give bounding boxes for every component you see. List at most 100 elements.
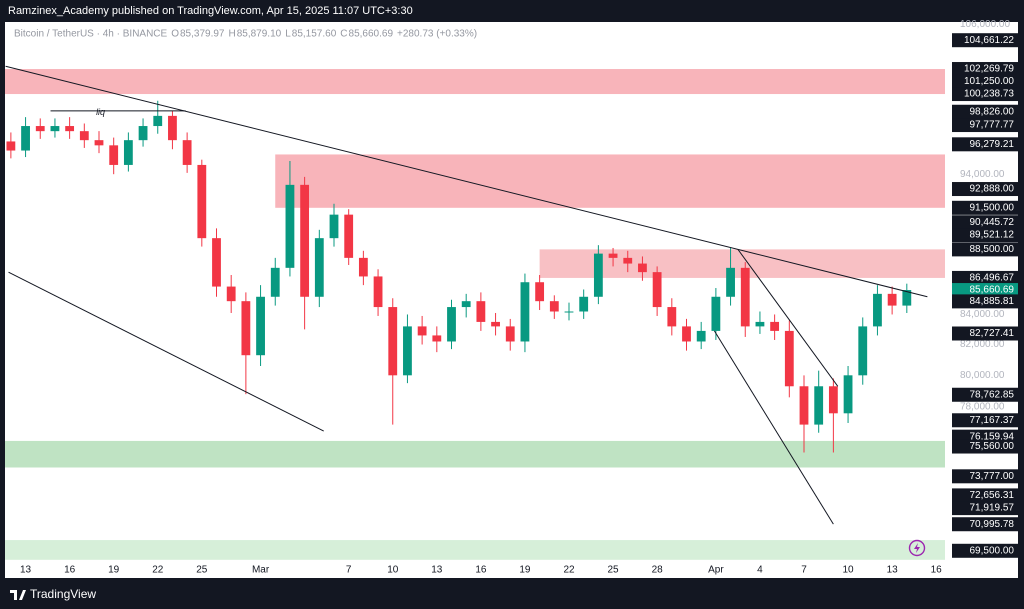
trendline bbox=[5, 65, 928, 298]
price-label: 71,919.57 bbox=[970, 503, 1015, 514]
price-label-box bbox=[952, 215, 1018, 230]
price-label-box bbox=[952, 501, 1018, 516]
price-label-box bbox=[952, 62, 1018, 77]
candle-body bbox=[256, 296, 265, 356]
price-label-box bbox=[952, 294, 1018, 309]
x-tick-label: 16 bbox=[931, 565, 943, 576]
footer-logo: TradingView bbox=[10, 587, 96, 601]
change: +280.73 (+0.33%) bbox=[397, 29, 477, 40]
candle-body bbox=[94, 140, 104, 146]
candle-body bbox=[79, 131, 89, 141]
candles bbox=[6, 100, 912, 453]
candle-body bbox=[35, 126, 45, 132]
x-tick-label: 10 bbox=[843, 565, 855, 576]
candle-body bbox=[153, 115, 163, 127]
y-tick-label: 94,000.00 bbox=[960, 169, 1005, 180]
y-tick-label: 80,000.00 bbox=[960, 370, 1005, 381]
candle-body bbox=[270, 267, 280, 297]
candle-body bbox=[520, 282, 530, 342]
candle-body bbox=[755, 321, 765, 327]
price-label: 91,500.00 bbox=[970, 202, 1015, 213]
price-label: 88,500.00 bbox=[970, 244, 1015, 255]
alert-icon[interactable] bbox=[908, 539, 926, 557]
zone bbox=[5, 69, 945, 95]
price-label-box bbox=[952, 137, 1018, 152]
price-label: 96,279.21 bbox=[970, 139, 1015, 150]
price-label-box bbox=[952, 469, 1018, 484]
candle-body bbox=[388, 307, 398, 376]
price-label-box bbox=[952, 200, 1018, 215]
price-label: 101,250.00 bbox=[964, 76, 1014, 87]
candle-body bbox=[902, 290, 912, 306]
price-label: 90,445.72 bbox=[970, 217, 1015, 228]
price-label-box bbox=[952, 87, 1018, 102]
alert-bolt bbox=[914, 543, 920, 553]
candle-body bbox=[696, 330, 706, 342]
candle-body bbox=[285, 184, 295, 268]
candle-body bbox=[843, 375, 853, 414]
candle-body bbox=[564, 311, 574, 313]
candle-body bbox=[873, 293, 882, 327]
ohlc-key: O bbox=[171, 29, 179, 40]
ohlc-value: 85,660.69 bbox=[349, 29, 394, 40]
price-label-box bbox=[952, 33, 1018, 48]
candle-body bbox=[417, 326, 427, 336]
publisher: Ramzinex_Academy published on TradingVie… bbox=[8, 5, 413, 17]
price-label-box bbox=[952, 543, 1018, 558]
price-label-box bbox=[952, 488, 1018, 503]
axes: 106,000.00 94,000.00 84,000.00 82,000.00 80,… bbox=[20, 19, 1018, 576]
candle-body bbox=[858, 326, 868, 376]
candle-body bbox=[168, 115, 177, 141]
candle-body bbox=[579, 296, 589, 312]
price-label: 72,656.31 bbox=[970, 490, 1015, 501]
price-label-box bbox=[952, 182, 1018, 197]
ohlc-key: H bbox=[228, 29, 235, 40]
candle-body bbox=[6, 141, 16, 151]
price-label: 89,521.12 bbox=[970, 230, 1015, 241]
price-label-box bbox=[952, 228, 1018, 243]
candle-body bbox=[667, 307, 677, 327]
y-tick-label: 106,000.00 bbox=[960, 19, 1010, 30]
ohlc-value: 85,879.10 bbox=[237, 29, 282, 40]
candle-body bbox=[784, 330, 794, 387]
price-label-box bbox=[952, 326, 1018, 341]
x-tick-label: 25 bbox=[608, 565, 620, 576]
x-tick-label: 4 bbox=[757, 565, 763, 576]
candle-body bbox=[226, 286, 236, 302]
logo-mark bbox=[10, 590, 26, 600]
ohlc-value: 85,157.60 bbox=[292, 29, 337, 40]
x-tick-label: 7 bbox=[801, 565, 807, 576]
legend: Bitcoin / TetherUS · 4h · BINANCE O 85,379… bbox=[14, 29, 477, 40]
price-label: 78,762.85 bbox=[970, 389, 1015, 400]
annotation: liq bbox=[96, 107, 105, 117]
candle-body bbox=[344, 214, 354, 258]
candle-body bbox=[887, 293, 897, 306]
price-label-box bbox=[952, 517, 1018, 532]
x-tick-label: 16 bbox=[475, 565, 487, 576]
candle-body bbox=[740, 267, 750, 327]
x-tick-label: 7 bbox=[346, 565, 352, 576]
candle-body bbox=[623, 257, 633, 264]
candle-body bbox=[726, 267, 735, 297]
candle-body bbox=[828, 386, 838, 414]
price-label-box bbox=[952, 387, 1018, 402]
price-label: 77,167.37 bbox=[970, 415, 1015, 426]
price-label: 70,995.78 bbox=[970, 519, 1015, 530]
price-label-box bbox=[952, 283, 1018, 298]
x-tick-label: 22 bbox=[563, 565, 575, 576]
price-label: 98,826.00 bbox=[970, 106, 1015, 117]
candle-body bbox=[123, 140, 133, 165]
price-label: 92,888.00 bbox=[970, 184, 1015, 195]
zone bbox=[5, 540, 945, 560]
x-tick-label: 19 bbox=[519, 565, 531, 576]
price-label: 69,500.00 bbox=[970, 545, 1015, 556]
trendline bbox=[737, 249, 839, 387]
x-tick-label: 10 bbox=[387, 565, 399, 576]
price-label: 73,777.00 bbox=[970, 471, 1015, 482]
candle-body bbox=[608, 253, 618, 258]
drawings: liq bbox=[5, 65, 928, 525]
candle-body bbox=[358, 257, 368, 277]
price-label-box bbox=[952, 270, 1018, 285]
candle-body bbox=[711, 296, 721, 331]
